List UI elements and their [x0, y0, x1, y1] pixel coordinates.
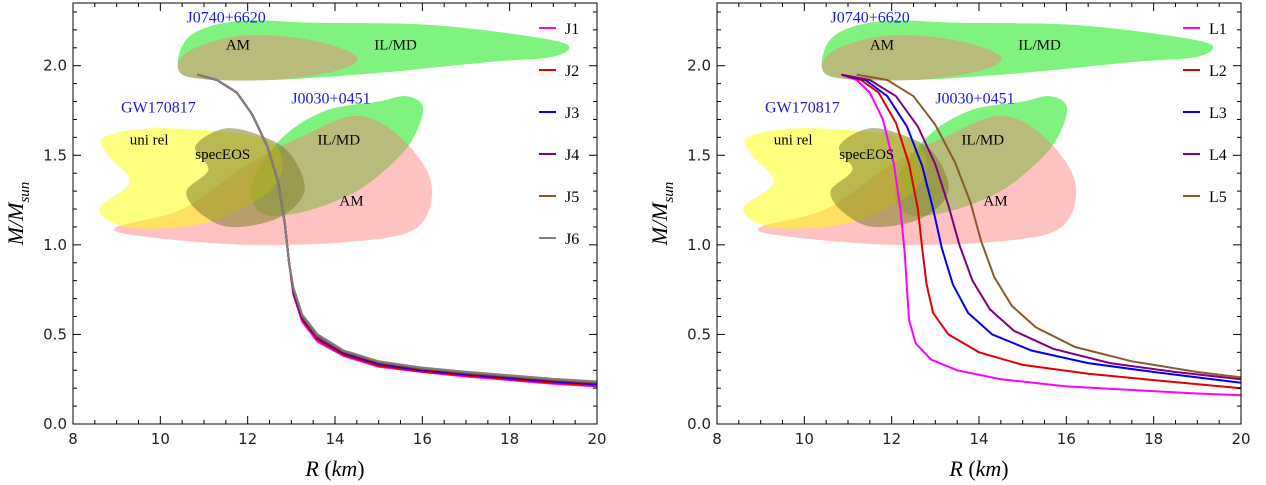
j0740-il-md-region [821, 20, 1214, 81]
annotation-speceos: specEOS [195, 147, 250, 163]
y-tick-label: 1.0 [687, 236, 711, 254]
left-panel: J0740+6620 J0030+0451 GW170817 AM IL/MD IL/MD… [3, 2, 607, 481]
y-tick-label: 1.5 [43, 146, 67, 164]
x-tick-label: 16 [1057, 430, 1076, 448]
annotation-am_mid: AM [983, 193, 1007, 209]
y-tick-label: 2.0 [43, 57, 67, 75]
annotation-j0030: J0030+0451 [935, 90, 1014, 107]
x-tick-label: 18 [1144, 430, 1163, 448]
gw170817-spec-eos-region [830, 128, 949, 228]
annotation-gw: GW170817 [121, 99, 196, 116]
x-tick-label: 12 [882, 430, 901, 448]
right-panel: J0740+6620 J0030+0451 GW170817 AM IL/MD IL/MD… [647, 2, 1251, 481]
legend-label-l3: L3 [1209, 105, 1227, 122]
y-tick-label: 0.5 [687, 325, 711, 343]
y-tick-label: 1.0 [43, 236, 67, 254]
legend-label-l1: L1 [1209, 21, 1227, 38]
legend-label-l4: L4 [1209, 147, 1227, 164]
annotation-gw: GW170817 [765, 99, 840, 116]
x-tick-label: 14 [325, 430, 344, 448]
annotation-ilmd_top: IL/MD [374, 38, 417, 54]
annotation-am_top: AM [226, 38, 250, 54]
annotation-j0740: J0740+6620 [187, 10, 266, 27]
x-axis-label: R (km) [304, 456, 364, 481]
legend-label-j3: J3 [565, 105, 579, 122]
annotation-j0030: J0030+0451 [291, 90, 370, 107]
series-line-l5 [856, 73, 1242, 379]
y-tick-label: 0.0 [43, 415, 67, 433]
annotation-am_top: AM [870, 38, 894, 54]
annotation-speceos: specEOS [839, 147, 894, 163]
x-tick-label: 12 [238, 430, 257, 448]
annotation-am_mid: AM [339, 193, 363, 209]
j0740-il-md-region [177, 20, 570, 81]
annotation-unirel: uni rel [774, 133, 813, 149]
legend-label-j6: J6 [565, 231, 579, 248]
legend-label-l2: L2 [1209, 63, 1227, 80]
j0740-am-region [177, 34, 358, 81]
annotation-ilmd_mid: IL/MD [962, 133, 1005, 149]
x-axis-label: R (km) [948, 456, 1008, 481]
x-tick-label: 18 [500, 430, 519, 448]
y-axis-label: M/Msun [3, 182, 33, 247]
x-tick-label: 10 [151, 430, 170, 448]
series-line-j6 [197, 73, 598, 383]
x-tick-label: 20 [587, 430, 606, 448]
annotation-ilmd_mid: IL/MD [318, 133, 361, 149]
x-tick-label: 8 [712, 430, 722, 448]
legend-label-j4: J4 [565, 147, 579, 164]
x-tick-label: 8 [68, 430, 78, 448]
annotation-ilmd_top: IL/MD [1018, 38, 1061, 54]
y-tick-label: 0.5 [43, 325, 67, 343]
x-tick-label: 16 [413, 430, 432, 448]
legend-label-j2: J2 [565, 63, 579, 80]
legend-label-j1: J1 [565, 21, 579, 38]
series-line-l1 [841, 73, 1242, 397]
annotation-unirel: uni rel [130, 133, 169, 149]
series-line-l2 [841, 73, 1242, 390]
j0740-am-region [821, 34, 1002, 81]
x-tick-label: 20 [1231, 430, 1250, 448]
y-tick-label: 2.0 [687, 57, 711, 75]
y-tick-label: 1.5 [687, 146, 711, 164]
legend-label-j5: J5 [565, 189, 579, 206]
series-line-l3 [841, 73, 1242, 384]
legend-label-l5: L5 [1209, 189, 1227, 206]
x-tick-label: 14 [969, 430, 988, 448]
y-tick-label: 0.0 [687, 415, 711, 433]
y-axis-label: M/Msun [647, 182, 677, 247]
annotation-j0740: J0740+6620 [831, 10, 910, 27]
series-line-l4 [841, 73, 1242, 381]
x-tick-label: 10 [795, 430, 814, 448]
gw170817-spec-eos-region [186, 128, 305, 228]
